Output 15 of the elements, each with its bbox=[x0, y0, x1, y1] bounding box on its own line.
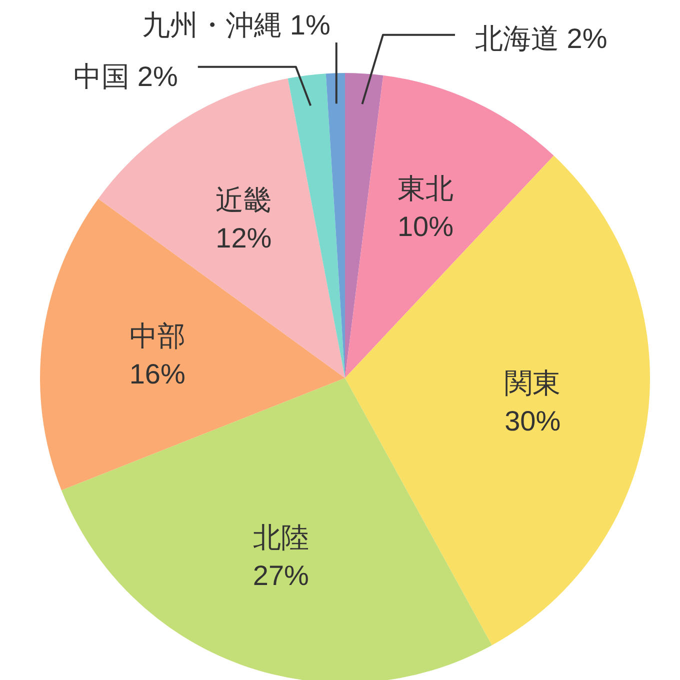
data-label: 30% bbox=[504, 405, 561, 436]
slice-label: 北海道 2% bbox=[474, 22, 608, 54]
slice-label: 中部 bbox=[129, 320, 186, 351]
slice-label: 東北 bbox=[398, 172, 454, 204]
slice-label: 北陸 bbox=[252, 521, 309, 552]
data-label: 12% bbox=[216, 222, 272, 253]
slice-label: 関東 bbox=[504, 367, 561, 398]
data-label: 27% bbox=[252, 559, 309, 590]
pie-slice bbox=[345, 73, 384, 378]
data-label: 10% bbox=[397, 210, 454, 242]
slice-label: 九州・沖縄 1% bbox=[142, 9, 330, 40]
slice-label: 中国 2% bbox=[74, 60, 178, 92]
pie-slice bbox=[288, 74, 345, 378]
data-label: 16% bbox=[129, 358, 186, 389]
slice-label: 近畿 bbox=[216, 184, 272, 215]
